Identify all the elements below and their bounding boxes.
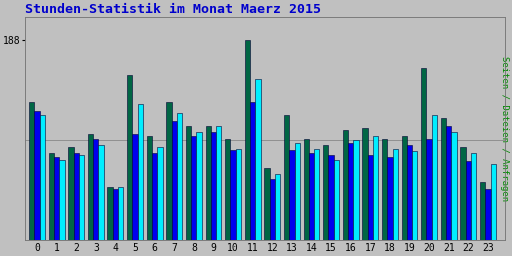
Bar: [205, 125, 211, 240]
Bar: [108, 187, 113, 240]
Bar: [59, 159, 65, 240]
Bar: [225, 139, 230, 240]
Bar: [74, 153, 79, 240]
Bar: [343, 130, 348, 240]
Bar: [133, 134, 138, 240]
Bar: [250, 102, 255, 240]
Bar: [186, 125, 191, 240]
Bar: [314, 149, 319, 240]
Bar: [485, 189, 490, 240]
Bar: [368, 155, 373, 240]
Bar: [211, 132, 216, 240]
Bar: [348, 143, 353, 240]
Bar: [407, 145, 412, 240]
Bar: [353, 140, 358, 240]
Bar: [362, 128, 368, 240]
Bar: [118, 187, 123, 240]
Bar: [98, 145, 104, 240]
Bar: [113, 189, 118, 240]
Bar: [334, 159, 339, 240]
Bar: [230, 150, 236, 240]
Y-axis label: Seiten / Dateien / Anfragen: Seiten / Dateien / Anfragen: [500, 56, 509, 201]
Bar: [68, 147, 74, 240]
Bar: [432, 115, 437, 240]
Bar: [29, 102, 34, 240]
Bar: [289, 150, 294, 240]
Bar: [197, 132, 202, 240]
Bar: [304, 139, 309, 240]
Bar: [387, 157, 393, 240]
Bar: [49, 153, 54, 240]
Bar: [34, 111, 39, 240]
Bar: [471, 153, 476, 240]
Bar: [328, 155, 334, 240]
Bar: [172, 121, 177, 240]
Bar: [157, 147, 163, 240]
Bar: [93, 139, 98, 240]
Bar: [54, 157, 59, 240]
Bar: [480, 182, 485, 240]
Bar: [465, 161, 471, 240]
Bar: [236, 149, 241, 240]
Text: Stunden-Statistik im Monat Maerz 2015: Stunden-Statistik im Monat Maerz 2015: [25, 3, 321, 16]
Bar: [264, 168, 270, 240]
Bar: [127, 76, 133, 240]
Bar: [412, 151, 417, 240]
Bar: [255, 79, 261, 240]
Bar: [382, 139, 387, 240]
Bar: [294, 143, 300, 240]
Bar: [245, 40, 250, 240]
Bar: [373, 136, 378, 240]
Bar: [401, 136, 407, 240]
Bar: [88, 134, 93, 240]
Bar: [452, 132, 457, 240]
Bar: [490, 164, 496, 240]
Bar: [284, 115, 289, 240]
Bar: [166, 102, 172, 240]
Bar: [421, 68, 426, 240]
Bar: [460, 147, 465, 240]
Bar: [177, 113, 182, 240]
Bar: [138, 104, 143, 240]
Bar: [309, 153, 314, 240]
Bar: [39, 115, 45, 240]
Bar: [323, 145, 328, 240]
Bar: [426, 139, 432, 240]
Bar: [441, 118, 446, 240]
Bar: [446, 125, 452, 240]
Bar: [393, 149, 398, 240]
Bar: [147, 136, 152, 240]
Bar: [79, 155, 84, 240]
Bar: [275, 174, 280, 240]
Bar: [152, 153, 157, 240]
Bar: [191, 136, 197, 240]
Bar: [216, 125, 221, 240]
Bar: [270, 179, 275, 240]
